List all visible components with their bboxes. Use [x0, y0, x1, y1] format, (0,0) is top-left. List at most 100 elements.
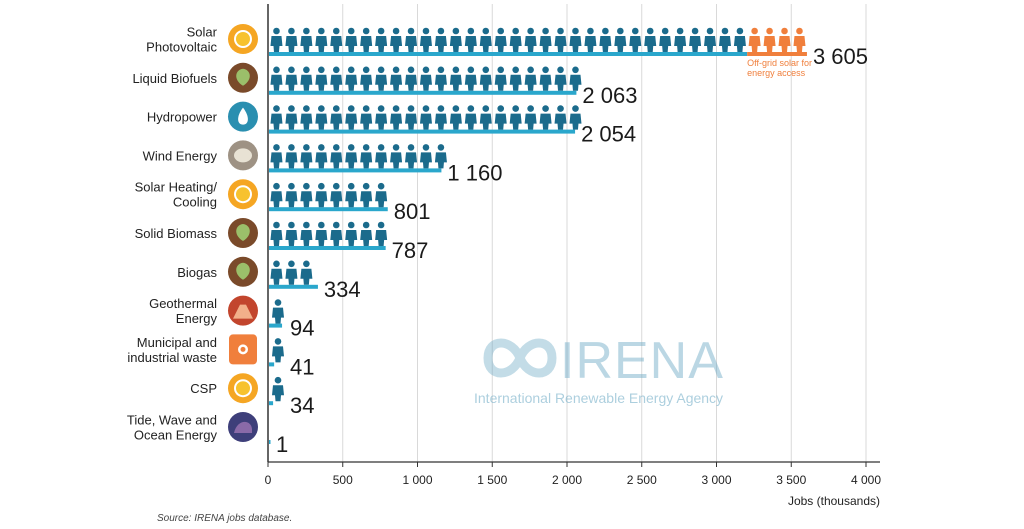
person-icon — [464, 66, 477, 91]
person-icon — [524, 66, 537, 91]
person-icon — [390, 27, 403, 52]
person-icon — [285, 27, 298, 52]
sun-icon — [228, 24, 258, 54]
person-icon — [345, 182, 358, 208]
person-icon — [674, 27, 687, 52]
person-icon — [405, 27, 418, 52]
leaf-icon — [228, 218, 258, 248]
category-label: Photovoltaic — [146, 40, 217, 55]
person-icon — [718, 27, 731, 52]
category-label: Liquid Biofuels — [132, 71, 217, 86]
person-icon — [479, 66, 492, 91]
person-icon — [330, 221, 343, 246]
x-tick-label: 0 — [265, 473, 272, 487]
person-icon — [494, 66, 507, 91]
gridlines — [342, 4, 867, 462]
person-icon — [330, 27, 343, 52]
person-icon — [524, 27, 537, 52]
category-label: Ocean Energy — [134, 428, 218, 443]
person-icon — [494, 27, 507, 52]
category-label: Municipal and — [137, 335, 217, 350]
person-icon — [375, 27, 388, 52]
category-label: Geothermal — [149, 296, 217, 311]
person-icon — [300, 27, 313, 52]
person-icon — [272, 376, 284, 402]
person-icon — [539, 66, 552, 91]
irena-watermark: IRENA International Renewable Energy Age… — [474, 332, 724, 406]
person-icon — [270, 105, 283, 130]
value-label: 1 — [276, 432, 288, 457]
person-icon — [539, 27, 552, 52]
person-icon — [405, 144, 418, 169]
person-icon — [272, 299, 284, 324]
person-icon — [285, 260, 298, 285]
wind-icon — [228, 140, 258, 171]
person-icon — [449, 105, 462, 130]
water-drop-icon — [228, 101, 258, 132]
person-icon — [375, 66, 388, 91]
category-label: Biogas — [177, 265, 217, 280]
person-icon — [569, 105, 582, 130]
person-icon — [405, 66, 418, 91]
leaf-icon — [228, 256, 258, 287]
value-label: 1 160 — [447, 160, 502, 185]
x-tick-label: 1 000 — [402, 473, 432, 487]
bar — [269, 90, 577, 95]
person-icon — [405, 105, 418, 130]
category-label: industrial waste — [127, 350, 217, 365]
person-icon — [434, 66, 447, 91]
person-icon — [390, 66, 403, 91]
bar — [269, 401, 274, 406]
person-icon — [270, 144, 283, 169]
person-icon — [614, 27, 627, 52]
bar — [269, 52, 748, 56]
person-icon — [479, 27, 492, 52]
person-icon — [464, 105, 477, 130]
person-icon — [345, 66, 358, 91]
person-icon — [434, 144, 447, 169]
person-icon — [270, 66, 283, 91]
person-icon — [330, 105, 343, 130]
x-tick-label: 2 500 — [627, 473, 657, 487]
person-icon — [554, 105, 567, 130]
bar — [269, 284, 318, 289]
person-icon — [360, 182, 373, 208]
bar — [269, 207, 388, 212]
person-icon — [748, 27, 761, 52]
bar-segment-offgrid — [747, 52, 807, 56]
person-icon — [509, 105, 522, 130]
person-icon — [644, 27, 657, 52]
volcano-icon — [228, 295, 258, 326]
person-icon — [419, 66, 432, 91]
person-icon — [360, 221, 373, 246]
person-icon — [419, 27, 432, 52]
bar — [269, 168, 442, 173]
wave-icon — [228, 412, 258, 442]
person-icon — [345, 144, 358, 169]
category-icons — [228, 24, 258, 442]
person-icon — [360, 144, 373, 169]
person-icon — [345, 27, 358, 52]
person-icon — [270, 221, 283, 246]
watermark-title: IRENA — [560, 332, 724, 390]
person-icon — [270, 27, 283, 52]
person-icon — [315, 221, 328, 246]
person-icon — [315, 105, 328, 130]
category-label: Cooling — [173, 195, 217, 210]
person-icon — [584, 27, 597, 52]
x-tick-label: 4 000 — [851, 473, 881, 487]
person-icon — [345, 105, 358, 130]
person-icon — [509, 66, 522, 91]
category-label: Wind Energy — [143, 148, 218, 163]
person-icon — [778, 27, 791, 52]
leaf-icon — [228, 62, 258, 93]
person-icon — [315, 66, 328, 91]
offgrid-label: energy access — [747, 68, 806, 78]
person-icon — [763, 27, 776, 52]
person-icon — [629, 27, 642, 52]
person-icon — [300, 260, 313, 285]
person-icon — [434, 27, 447, 52]
person-icon — [449, 66, 462, 91]
